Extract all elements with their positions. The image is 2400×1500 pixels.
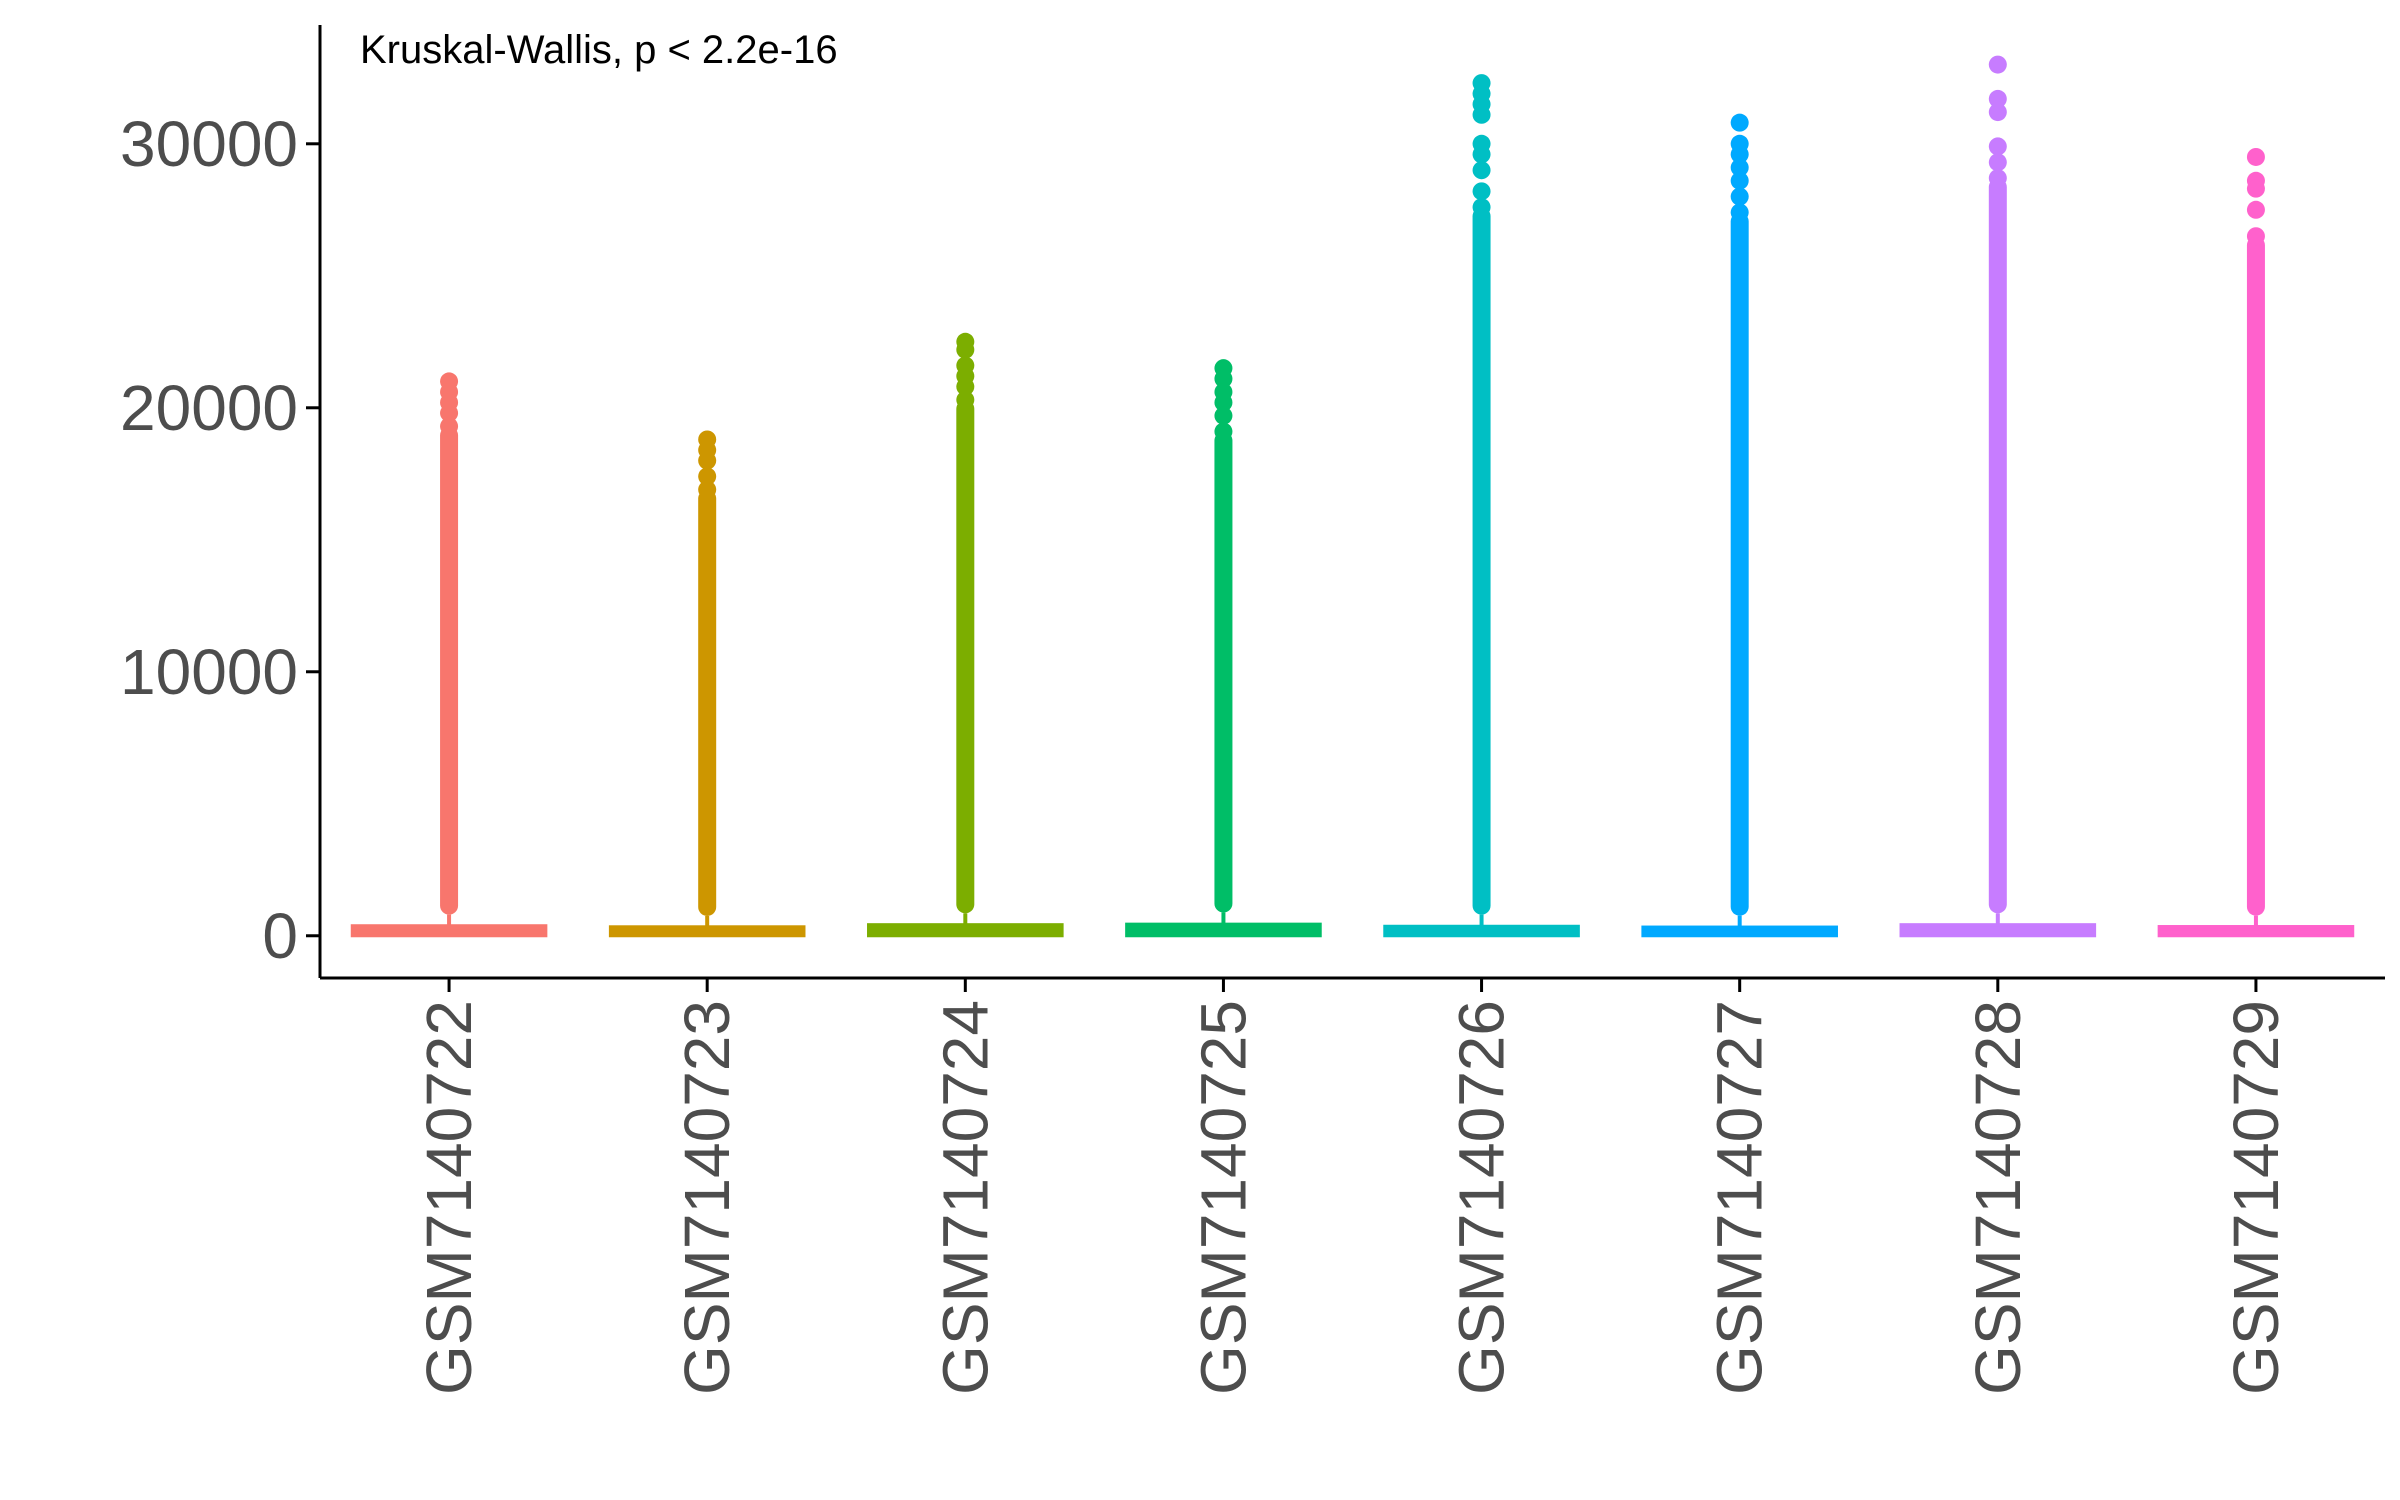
plot-area	[350, 55, 2355, 938]
outlier-point	[1214, 406, 1233, 425]
outlier-point	[1472, 145, 1491, 164]
x-axis-ticks: GSM7140722 GSM7140723 GSM7140724 GSM7140725…	[413, 978, 2292, 1395]
outlier-point	[956, 390, 975, 409]
outlier-point	[956, 340, 975, 359]
outlier-point	[956, 377, 975, 396]
x-tick-label: GSM7140723	[671, 1000, 743, 1395]
outlier-point	[2246, 147, 2265, 166]
x-tick-label: GSM7140726	[1446, 1000, 1518, 1395]
box-group-GSM7140727	[1641, 113, 1838, 938]
x-tick-label: GSM7140724	[929, 1000, 1001, 1395]
outlier-point	[698, 451, 717, 470]
y-tick-label: 20000	[120, 372, 298, 444]
outlier-point	[1214, 369, 1233, 388]
outlier-point	[1988, 137, 2007, 156]
x-tick-label: GSM7140729	[2220, 1000, 2292, 1395]
outlier-column	[698, 489, 717, 916]
box-group-GSM7140729	[2157, 147, 2355, 938]
x-tick-label: GSM7140727	[1704, 1000, 1776, 1395]
box-group-GSM7140722	[350, 372, 548, 938]
outlier-point	[1988, 169, 2007, 188]
outlier-point	[2246, 227, 2265, 246]
outlier-point	[1730, 158, 1749, 177]
kruskal-wallis-annotation: Kruskal-Wallis, p < 2.2e-16	[360, 28, 838, 72]
outlier-column	[440, 426, 459, 915]
outlier-point	[440, 417, 459, 436]
y-tick-label: 30000	[120, 108, 298, 180]
outlier-point	[1730, 171, 1749, 190]
outlier-point	[1988, 55, 2007, 74]
outlier-point	[1472, 105, 1491, 124]
y-tick-label: 0	[262, 900, 298, 972]
outlier-column	[1988, 178, 2007, 914]
outlier-point	[1730, 203, 1749, 222]
outlier-point	[698, 480, 717, 499]
box-group-GSM7140728	[1899, 55, 2097, 938]
x-tick-label: GSM7140722	[413, 1000, 485, 1395]
box-group-GSM7140725	[1125, 359, 1322, 938]
outlier-point	[1730, 113, 1749, 132]
y-axis-ticks: 0 10000 20000 30000	[120, 108, 320, 972]
outlier-point	[1988, 103, 2007, 122]
box-group-GSM7140724	[867, 332, 1064, 938]
outlier-point	[1988, 153, 2007, 172]
y-tick-label: 10000	[120, 636, 298, 708]
outlier-point	[1214, 393, 1233, 412]
outlier-point	[1730, 145, 1749, 164]
outlier-point	[1988, 89, 2007, 108]
outlier-point	[1214, 422, 1233, 441]
outlier-column	[1214, 431, 1233, 913]
outlier-point	[1730, 187, 1749, 206]
outlier-column	[956, 399, 975, 914]
outlier-point	[698, 467, 717, 486]
x-tick-label: GSM7140725	[1187, 1000, 1259, 1395]
outlier-column	[1730, 212, 1749, 916]
outlier-column	[2246, 236, 2265, 916]
outlier-point	[1472, 182, 1491, 201]
outlier-point	[1472, 198, 1491, 217]
x-tick-label: GSM7140728	[1962, 1000, 2034, 1395]
box-group-GSM7140726	[1383, 74, 1580, 938]
outlier-point	[1472, 161, 1491, 180]
outlier-column	[1472, 207, 1491, 915]
outlier-point	[440, 404, 459, 423]
outlier-point	[2246, 179, 2265, 198]
outlier-point	[2246, 200, 2265, 219]
box-group-GSM7140723	[608, 430, 806, 938]
